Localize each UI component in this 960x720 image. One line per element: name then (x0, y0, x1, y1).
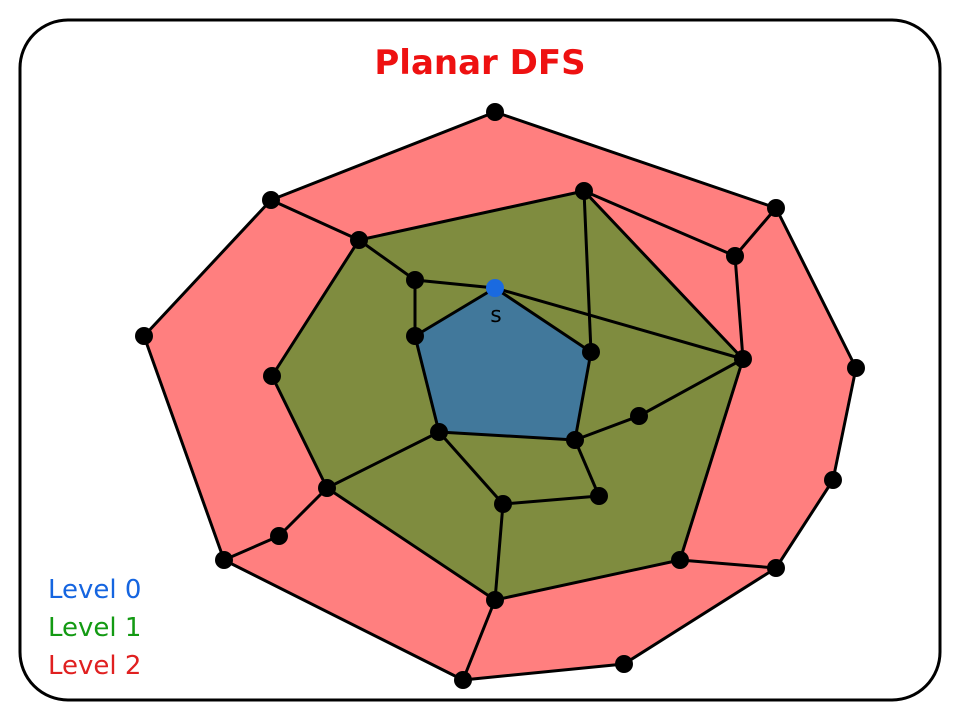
node (566, 431, 584, 449)
node (262, 191, 280, 209)
legend-level-1: Level 1 (48, 613, 141, 643)
node (847, 359, 865, 377)
edge (582, 189, 737, 258)
edge (573, 414, 641, 442)
node (270, 527, 288, 545)
edge (461, 598, 497, 682)
node (486, 103, 504, 121)
node (582, 343, 600, 361)
node (263, 367, 281, 385)
edge (733, 254, 745, 361)
node (406, 271, 424, 289)
node (406, 327, 424, 345)
node (454, 671, 472, 689)
edge (501, 494, 601, 506)
graph-nodes (135, 103, 865, 689)
edge (269, 198, 361, 242)
edge (582, 189, 593, 354)
node (135, 327, 153, 345)
node (318, 479, 336, 497)
node (734, 350, 752, 368)
edge (637, 357, 745, 418)
node (215, 551, 233, 569)
diagram-title: Planar DFS (374, 43, 585, 83)
graph-edges (222, 189, 778, 682)
node (630, 407, 648, 425)
edge (437, 430, 505, 506)
edge (733, 206, 778, 258)
node (615, 655, 633, 673)
legend-level-2: Level 2 (48, 651, 141, 681)
edge (325, 430, 441, 490)
edge (413, 278, 497, 290)
node (824, 471, 842, 489)
node (671, 551, 689, 569)
node (767, 559, 785, 577)
edge (277, 486, 329, 538)
node (590, 487, 608, 505)
edge (493, 502, 505, 602)
edge (357, 238, 417, 282)
legend-level-0: Level 0 (48, 575, 141, 605)
source-node (486, 279, 504, 297)
node (575, 182, 593, 200)
edge (493, 286, 745, 361)
source-node-label: s (490, 303, 501, 328)
edge (222, 534, 281, 562)
node (767, 199, 785, 217)
level-0-region (413, 286, 593, 442)
node (726, 247, 744, 265)
node (350, 231, 368, 249)
edge (573, 438, 601, 498)
edge (678, 558, 778, 570)
node (430, 423, 448, 441)
node (486, 591, 504, 609)
node (494, 495, 512, 513)
